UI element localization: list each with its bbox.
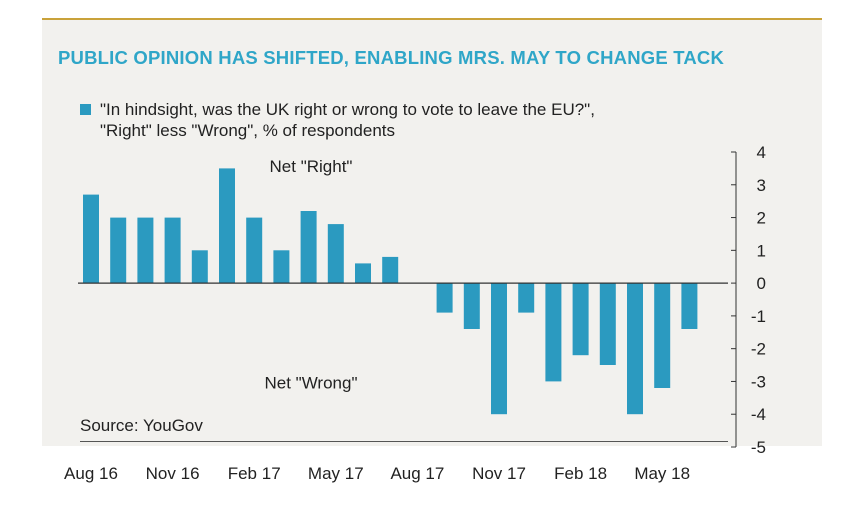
x-tick-label-4: Aug 17 (390, 464, 444, 483)
bar-13 (436, 283, 453, 313)
legend-swatch (80, 104, 91, 115)
bar-18 (572, 283, 589, 356)
bar-6 (246, 217, 263, 284)
y-tick-label-3: 3 (757, 176, 766, 195)
y-tick-label-1: 1 (757, 241, 766, 260)
bar-9 (327, 224, 344, 284)
bar-19 (599, 283, 616, 365)
legend-line-1: "In hindsight, was the UK right or wrong… (80, 99, 595, 120)
source-rule (80, 441, 728, 442)
annotation-0: Net "Right" (270, 157, 353, 176)
bar-22 (681, 283, 698, 329)
bar-3 (164, 217, 181, 284)
x-tick-label-1: Nov 16 (146, 464, 200, 483)
legend: "In hindsight, was the UK right or wrong… (80, 99, 595, 141)
y-tick-label--3: -3 (751, 372, 766, 391)
bar-4 (191, 250, 208, 284)
x-tick-label-7: May 18 (634, 464, 690, 483)
bar-1 (110, 217, 127, 284)
y-tick-label--2: -2 (751, 340, 766, 359)
x-tick-label-5: Nov 17 (472, 464, 526, 483)
y-tick-label--1: -1 (751, 307, 766, 326)
x-tick-label-3: May 17 (308, 464, 364, 483)
x-tick-label-0: Aug 16 (64, 464, 118, 483)
bar-20 (627, 283, 643, 415)
x-tick-label-6: Feb 18 (554, 464, 607, 483)
bar-2 (137, 217, 154, 284)
y-tick-label-2: 2 (757, 209, 766, 228)
bar-8 (300, 211, 317, 284)
y-tick-label--5: -5 (751, 438, 766, 457)
bar-17 (545, 283, 562, 382)
bar-0 (83, 194, 99, 284)
bar-10 (355, 263, 371, 284)
bar-15 (491, 283, 507, 415)
bar-11 (382, 256, 399, 284)
bar-16 (518, 283, 535, 313)
x-tick-label-2: Feb 17 (228, 464, 281, 483)
top-rule (42, 18, 822, 20)
y-tick-label-4: 4 (757, 143, 766, 162)
bar-7 (273, 250, 290, 284)
annotation-1: Net "Wrong" (264, 373, 357, 392)
y-tick-label--4: -4 (751, 405, 766, 424)
bar-5 (219, 168, 235, 284)
bar-14 (463, 283, 480, 329)
legend-text-1: "In hindsight, was the UK right or wrong… (100, 100, 595, 119)
legend-text-2: "Right" less "Wrong", % of respondents (100, 121, 396, 140)
y-tick-label-0: 0 (757, 274, 766, 293)
chart-title: PUBLIC OPINION HAS SHIFTED, ENABLING MRS… (58, 47, 725, 68)
bar-21 (654, 283, 671, 388)
source-note: Source: YouGov (80, 416, 203, 435)
